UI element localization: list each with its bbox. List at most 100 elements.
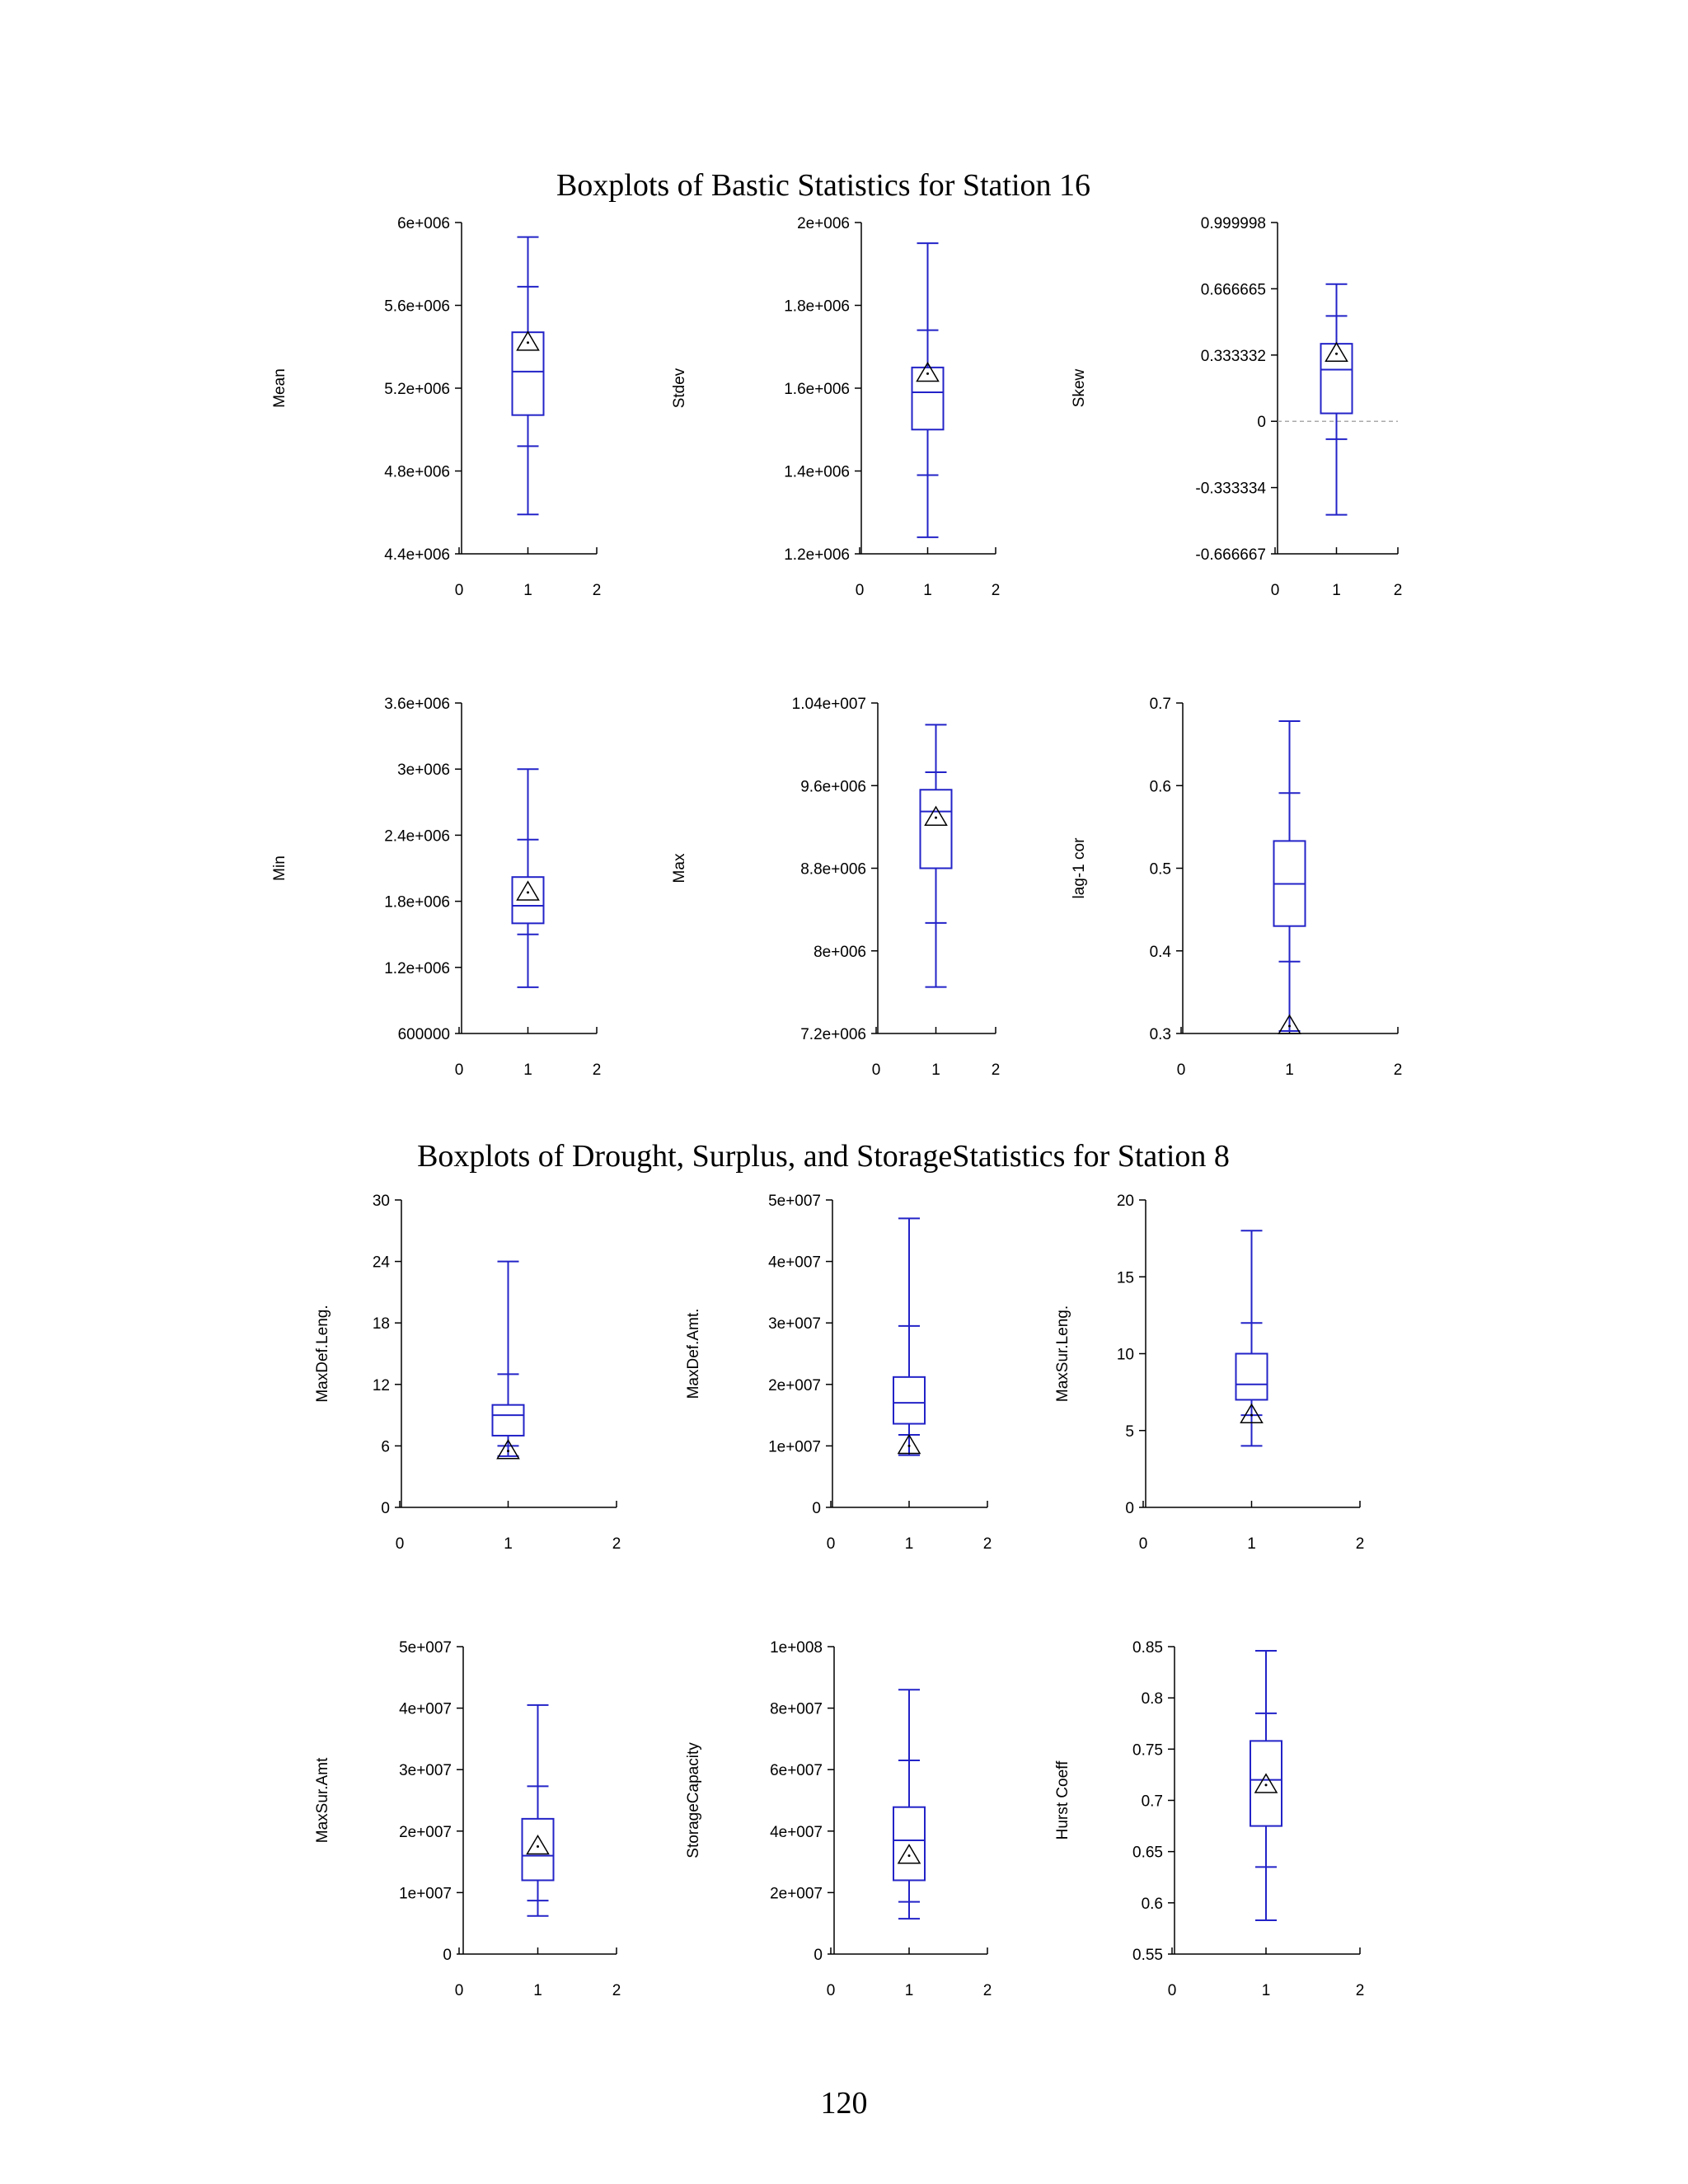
panel-3-x-tick-label: 0 [1271, 582, 1280, 599]
panel-10-y-tick-label: 2e+007 [399, 1824, 452, 1841]
panel-12-y-tick-label: 0.65 [1132, 1844, 1163, 1862]
panel-9-x-tick-label: 2 [1356, 1535, 1365, 1553]
panel-2-y-tick-label: 1.6e+006 [784, 381, 850, 398]
panel-9-observed-dot [1250, 1413, 1253, 1417]
panel-7-y-tick-label: 0 [381, 1500, 390, 1517]
panel-7-y-tick-label: 30 [373, 1193, 390, 1210]
panel-5-y-axis-label: Max [671, 853, 688, 883]
panel-1-box-iqr [511, 331, 545, 416]
panel-11-y-tick-label: 1e+008 [770, 1639, 823, 1657]
panel-2-x-tick-label: 1 [923, 582, 932, 599]
panel-10-x-tick-label: 2 [612, 1982, 621, 1999]
panel-7-box-iqr [491, 1404, 525, 1436]
panel-11-y-axis-label: StorageCapacity [685, 1742, 702, 1858]
panel-3-x-tick-label: 2 [1394, 582, 1403, 599]
panel-12-y-tick-label: 0.8 [1142, 1690, 1163, 1708]
panel-1-x-tick-label: 0 [455, 582, 464, 599]
panel-7-y-tick-label: 24 [373, 1254, 391, 1272]
panel-9-y-tick-label: 0 [1125, 1500, 1134, 1517]
panel-5-y-tick-label: 7.2e+006 [800, 1026, 866, 1043]
panel-2-x-tick-label: 2 [992, 582, 1001, 599]
panel-5-observed-dot [935, 816, 937, 819]
panel-1-observed-marker [516, 330, 540, 351]
panel-3-y-tick-label: 0.333332 [1201, 348, 1266, 365]
panel-9-x-tick-label: 1 [1247, 1535, 1256, 1553]
panel-9-y-tick-label: 5 [1125, 1423, 1134, 1441]
panel-4-y-tick-label: 3.6e+006 [384, 696, 450, 713]
panel-11-y-tick-label: 0 [814, 1947, 823, 1964]
panel-2-y-tick-label: 1.4e+006 [784, 464, 850, 481]
panel-12-x-tick-label: 1 [1262, 1982, 1271, 1999]
panel-7-y-tick-label: 12 [373, 1377, 390, 1394]
panel-8-y-tick-label: 5e+007 [768, 1193, 821, 1210]
panel-9-y-axis-label: MaxSur.Leng. [1054, 1305, 1071, 1402]
panel-9-x-tick-label: 0 [1139, 1535, 1148, 1553]
panel-11-x-tick-label: 2 [983, 1982, 992, 1999]
panel-12-y-tick-label: 0.6 [1142, 1896, 1163, 1913]
panel-8-x-tick-label: 1 [905, 1535, 914, 1553]
panel-3-y-tick-label: 0 [1257, 414, 1266, 431]
panel-5-y-tick-label: 8e+006 [814, 944, 866, 961]
panel-4-x-tick-label: 1 [523, 1062, 532, 1079]
panel-8-observed-dot [907, 1444, 911, 1447]
panel-5-y-tick-label: 9.6e+006 [800, 778, 866, 795]
panel-8-y-axis-label: MaxDef.Amt. [685, 1309, 702, 1399]
panel-3-y-tick-label: 0.666665 [1201, 281, 1266, 298]
section-title-basic-stats: Boxplots of Bastic Statistics for Statio… [556, 168, 1091, 203]
panel-7-y-axis-label: MaxDef.Leng. [314, 1305, 331, 1402]
panel-8-y-tick-label: 0 [812, 1500, 821, 1517]
panel-12-y-axis-label: Hurst Coeff [1054, 1760, 1071, 1840]
panel-12-observed-marker [1254, 1773, 1278, 1793]
panel-6-y-tick-label: 0.5 [1150, 861, 1171, 879]
panel-6-x-tick-label: 2 [1394, 1062, 1403, 1079]
panel-4-y-tick-label: 600000 [398, 1026, 450, 1043]
panel-1-y-tick-label: 6e+006 [397, 215, 450, 232]
panel-1-y-tick-label: 5.2e+006 [384, 381, 450, 398]
panel-2-y-tick-label: 1.2e+006 [784, 546, 850, 564]
panel-8-y-tick-label: 1e+007 [768, 1438, 821, 1455]
panel-2-x-tick-label: 0 [856, 582, 865, 599]
panel-6-observed-marker [1278, 1014, 1301, 1034]
panel-5-y-tick-label: 8.8e+006 [800, 861, 866, 879]
panel-8-y-tick-label: 4e+007 [768, 1254, 821, 1272]
panel-9-y-tick-label: 15 [1117, 1269, 1134, 1286]
panel-4-y-tick-label: 1.2e+006 [384, 960, 450, 977]
panel-2-box-iqr [911, 366, 945, 431]
panel-7-x-tick-label: 1 [504, 1535, 513, 1553]
panel-4-observed-dot [527, 891, 529, 894]
panel-4-y-tick-label: 2.4e+006 [384, 827, 450, 845]
panel-1-observed-dot [527, 341, 529, 344]
panel-11-y-tick-label: 6e+007 [770, 1762, 823, 1779]
panel-10-y-tick-label: 4e+007 [399, 1701, 452, 1718]
panel-4-y-axis-label: Min [271, 855, 288, 881]
panel-6-y-tick-label: 0.7 [1150, 696, 1171, 713]
panel-10-y-axis-label: MaxSur.Amt [314, 1757, 331, 1843]
panel-1-y-axis-label: Mean [271, 368, 288, 408]
panel-11-observed-marker [897, 1844, 921, 1864]
panel-7-x-tick-label: 0 [396, 1535, 405, 1553]
panel-10-y-tick-label: 3e+007 [399, 1762, 452, 1779]
panel-8-y-tick-label: 3e+007 [768, 1315, 821, 1333]
panel-3-y-axis-label: Skew [1071, 368, 1088, 407]
panel-11-box-iqr [893, 1806, 926, 1882]
panel-2-y-tick-label: 1.8e+006 [784, 298, 850, 316]
panel-10-observed-marker [526, 1834, 550, 1855]
page-number: 120 [820, 2086, 868, 2121]
panel-2-y-tick-label: 2e+006 [797, 215, 850, 232]
panel-10-y-tick-label: 5e+007 [399, 1639, 452, 1657]
panel-1-y-tick-label: 4.4e+006 [384, 546, 450, 564]
panel-4-x-tick-label: 0 [455, 1062, 464, 1079]
panel-10-y-tick-label: 0 [443, 1947, 452, 1964]
panel-3-box-iqr [1320, 343, 1353, 415]
panel-1-x-tick-label: 2 [593, 582, 602, 599]
panel-7-observed-marker [496, 1439, 520, 1460]
panel-12-y-tick-label: 0.55 [1132, 1947, 1163, 1964]
panel-4-observed-marker [516, 880, 540, 901]
panel-6-y-axis-label: lag-1 cor [1071, 837, 1088, 899]
panel-9-observed-marker [1240, 1403, 1264, 1423]
panel-3-observed-dot [1335, 352, 1338, 355]
panel-3-observed-marker [1325, 341, 1348, 363]
panel-6-x-tick-label: 1 [1285, 1062, 1294, 1079]
panel-12-y-tick-label: 0.85 [1132, 1639, 1163, 1657]
